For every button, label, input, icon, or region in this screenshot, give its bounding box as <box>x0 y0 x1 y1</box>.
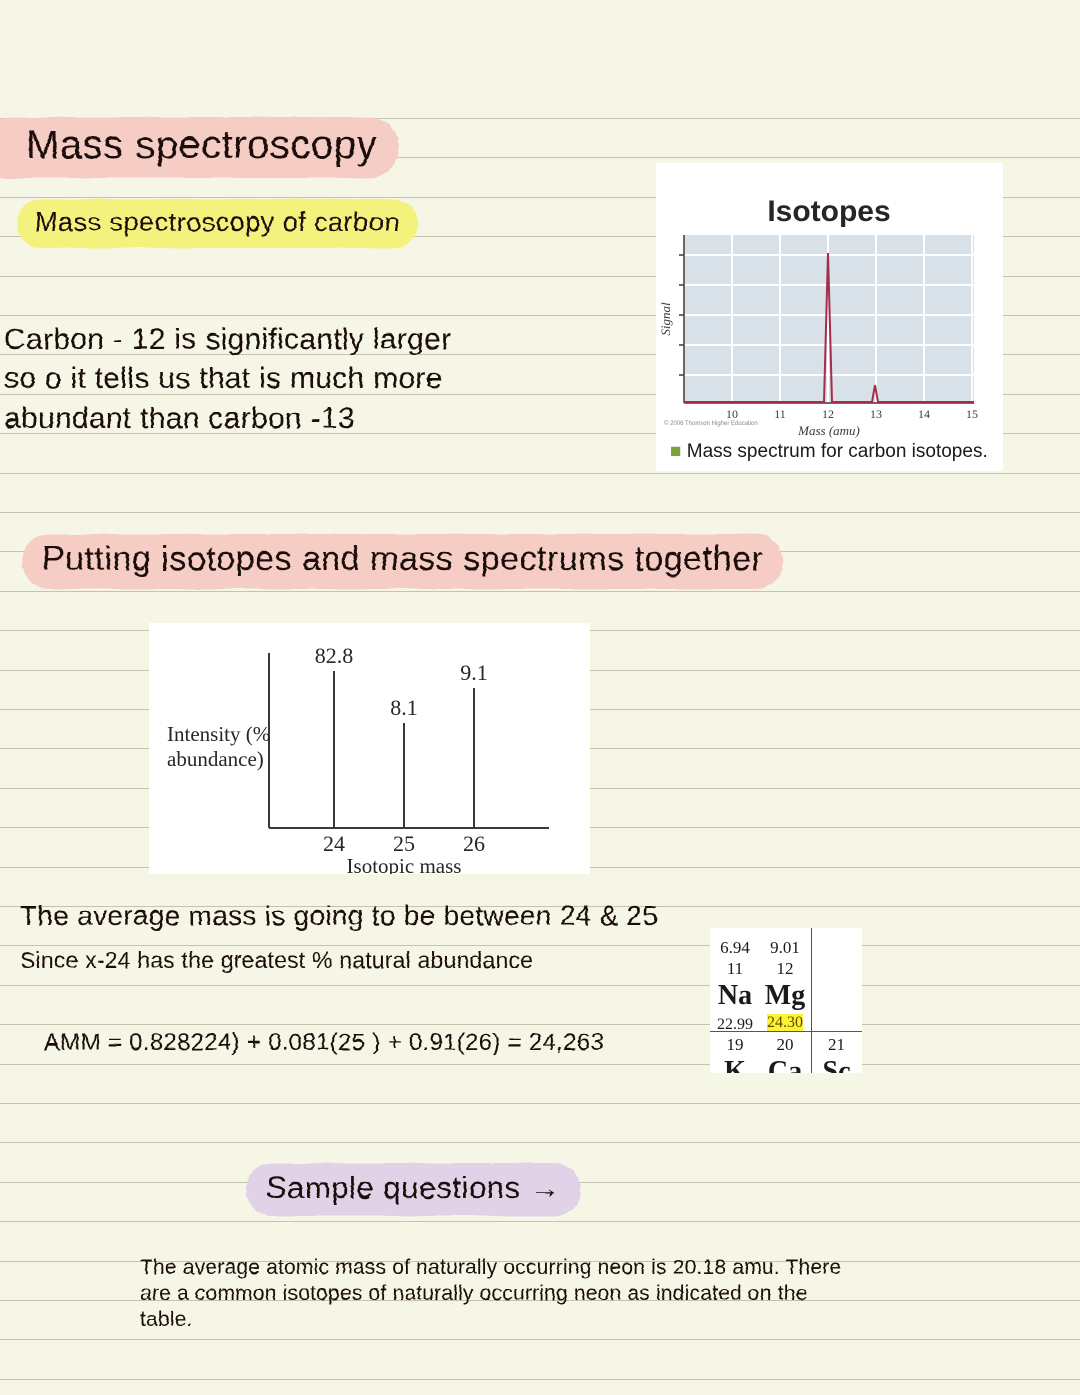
svg-text:8.1: 8.1 <box>390 695 418 720</box>
svg-text:24: 24 <box>323 831 345 856</box>
svg-text:Isotopic mass: Isotopic mass <box>347 854 462 874</box>
svg-text:25: 25 <box>393 831 415 856</box>
svg-text:© 2006 Thomson Higher Educatio: © 2006 Thomson Higher Education <box>664 420 758 427</box>
svg-text:13: 13 <box>870 407 882 421</box>
svg-text:Intensity (%: Intensity (% <box>167 722 270 746</box>
svg-text:9.1: 9.1 <box>460 660 488 685</box>
svg-text:82.8: 82.8 <box>315 643 354 668</box>
svg-text:26: 26 <box>463 831 485 856</box>
svg-text:Mass (amu): Mass (amu) <box>797 423 860 438</box>
svg-text:11: 11 <box>774 407 786 421</box>
svg-text:14: 14 <box>918 407 930 421</box>
svg-text:abundance): abundance) <box>167 747 264 771</box>
svg-text:12: 12 <box>822 407 834 421</box>
svg-text:Isotopes: Isotopes <box>767 195 890 228</box>
svg-text:15: 15 <box>966 407 978 421</box>
svg-text:Signal: Signal <box>658 302 673 336</box>
svg-text:10: 10 <box>726 407 738 421</box>
